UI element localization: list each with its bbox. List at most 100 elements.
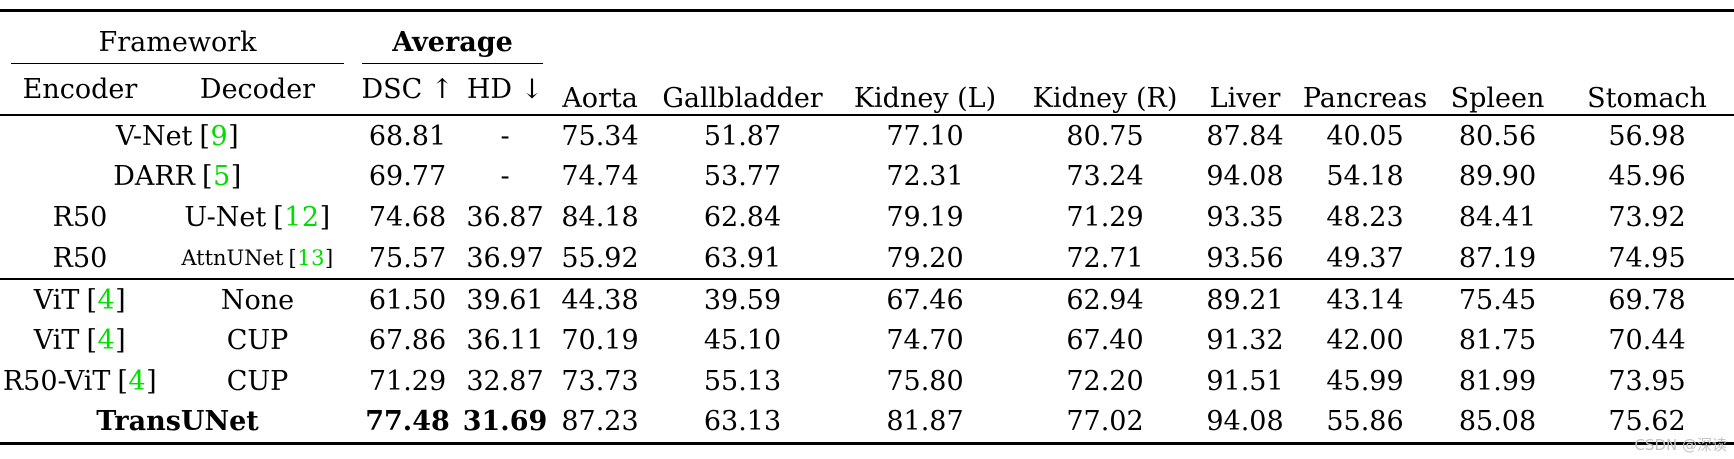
organ-value-kidney-r: 72.20: [1066, 366, 1144, 397]
organ-value-aorta: 55.92: [561, 242, 639, 274]
citation-number[interactable]: 12: [284, 202, 320, 233]
decoder-cell: CUP: [226, 366, 289, 397]
encoder-cell: ViT [4]: [0, 320, 160, 361]
organ-value-aorta: 75.34: [561, 120, 639, 152]
organ-value-gallbladder: 51.87: [703, 120, 782, 152]
organ-value-aorta: 84.18: [561, 202, 639, 233]
hd-value: 39.61: [466, 284, 544, 316]
framework-group-label: Framework: [98, 27, 257, 58]
encoder-cell: ViT [4]: [0, 279, 160, 320]
hd-value: 32.87: [466, 366, 544, 397]
organ-value-pancreas: 43.14: [1326, 284, 1404, 316]
organ-value-aorta: 73.73: [561, 366, 639, 397]
organ-value-spleen: 75.45: [1458, 284, 1537, 316]
vit-methods-group: ViT [4] None 61.50 39.61 44.38 39.59 67.4…: [0, 279, 1734, 443]
method-cell: V-Net [9]: [0, 115, 355, 156]
citation-number[interactable]: 9: [210, 120, 229, 152]
organ-value-liver: 94.08: [1206, 406, 1284, 438]
organ-value-stomach: 74.95: [1608, 242, 1686, 274]
organ-value-gallbladder: 63.91: [703, 242, 782, 274]
organ-value-spleen: 89.90: [1458, 161, 1537, 192]
organ-value-kidney-l: 79.20: [886, 242, 964, 274]
table-row-r50-unet: R50 U-Net [12] 74.68 36.87 84.18 62.84 79…: [0, 197, 1734, 238]
organ-value-kidney-r: 62.94: [1066, 284, 1144, 316]
dsc-value: 75.57: [368, 242, 447, 274]
encoder-cell: R50-ViT [4]: [0, 361, 160, 402]
organ-value-stomach: 70.44: [1608, 325, 1686, 356]
organ-value-kidney-l: 77.10: [886, 120, 964, 152]
encoder-name: ViT: [33, 325, 80, 356]
citation-link[interactable]: [13]: [288, 246, 334, 270]
organ-value-gallbladder: 55.13: [703, 366, 782, 397]
organ-value-gallbladder: 62.84: [703, 202, 782, 233]
method-cell: TransUNet: [96, 406, 259, 438]
organ-value-stomach: 56.98: [1608, 120, 1686, 152]
organ-value-liver: 93.56: [1206, 242, 1284, 274]
decoder-name: AttnUNet: [181, 246, 284, 270]
encoder-name: R50-ViT: [2, 366, 111, 397]
csdn-watermark: CSDN @深读: [1634, 436, 1727, 454]
encoder-name: ViT: [33, 284, 80, 316]
citation-number[interactable]: 4: [97, 284, 116, 316]
organ-value-spleen: 85.08: [1458, 406, 1537, 438]
col-header-stomach: Stomach: [1587, 83, 1707, 114]
header-row-columns: Encoder Decoder DSC ↑ HD ↓: [0, 64, 1734, 115]
organ-value-kidney-l: 72.31: [886, 161, 964, 192]
table-row-vit-none: ViT [4] None 61.50 39.61 44.38 39.59 67.4…: [0, 279, 1734, 320]
dsc-value: 71.29: [368, 366, 447, 397]
organ-value-kidney-r: 67.40: [1066, 325, 1144, 356]
organ-value-aorta: 44.38: [561, 284, 639, 316]
citation-link[interactable]: [4]: [86, 284, 127, 316]
citation-link[interactable]: [4]: [117, 366, 158, 397]
hd-value: -: [500, 120, 510, 152]
col-header-spleen: Spleen: [1450, 83, 1545, 114]
organ-value-gallbladder: 45.10: [703, 325, 782, 356]
results-table: Framework Average Aorta Gallbladder Kidn…: [0, 9, 1734, 445]
method-name: V-Net: [115, 120, 193, 152]
hd-value: -: [500, 161, 510, 192]
organ-value-kidney-r: 72.71: [1066, 242, 1144, 274]
organ-value-spleen: 80.56: [1458, 120, 1537, 152]
decoder-cell: CUP: [226, 325, 289, 356]
decoder-name: U-Net: [184, 202, 267, 233]
results-table-container: Framework Average Aorta Gallbladder Kidn…: [0, 9, 1734, 445]
average-group-label: Average: [392, 27, 513, 58]
col-header-hd: HD ↓: [466, 73, 544, 105]
citation-link[interactable]: [5]: [202, 161, 242, 192]
table-header: Framework Average Aorta Gallbladder Kidn…: [0, 11, 1734, 115]
col-header-aorta: Aorta: [562, 83, 638, 114]
citation-number[interactable]: 4: [128, 366, 147, 397]
citation-link[interactable]: [12]: [273, 202, 331, 233]
col-group-framework: Framework: [0, 11, 355, 64]
col-header-kidney-r: Kidney (R): [1032, 83, 1178, 114]
organ-value-spleen: 87.19: [1458, 242, 1537, 274]
baseline-methods-group: V-Net [9] 68.81 - 75.34 51.87 77.10 80.75…: [0, 115, 1734, 279]
col-header-encoder: Encoder: [22, 73, 138, 105]
dsc-value: 67.86: [368, 325, 447, 356]
table-row-vit-cup: ViT [4] CUP 67.86 36.11 70.19 45.10 74.70…: [0, 320, 1734, 361]
method-name: DARR: [113, 161, 196, 192]
organ-value-kidney-l: 75.80: [886, 366, 964, 397]
organ-value-aorta: 70.19: [561, 325, 639, 356]
organ-value-stomach: 75.62: [1608, 406, 1686, 438]
organ-value-kidney-l: 67.46: [886, 284, 964, 316]
organ-value-liver: 91.32: [1206, 325, 1284, 356]
organ-value-gallbladder: 39.59: [703, 284, 782, 316]
citation-number[interactable]: 13: [297, 246, 325, 270]
citation-link[interactable]: [4]: [86, 325, 127, 356]
citation-number[interactable]: 4: [97, 325, 116, 356]
dsc-value: 68.81: [368, 120, 447, 152]
hd-value: 36.97: [466, 242, 544, 274]
col-group-average: Average: [355, 11, 550, 64]
table-row-vnet: V-Net [9] 68.81 - 75.34 51.87 77.10 80.75…: [0, 115, 1734, 156]
organ-value-kidney-r: 80.75: [1066, 120, 1144, 152]
organ-value-pancreas: 42.00: [1326, 325, 1404, 356]
citation-link[interactable]: [9]: [199, 120, 240, 152]
organ-value-stomach: 45.96: [1608, 161, 1686, 192]
organ-value-kidney-l: 81.87: [886, 406, 964, 438]
organ-value-gallbladder: 63.13: [703, 406, 782, 438]
encoder-cell: R50: [52, 242, 108, 274]
organ-value-stomach: 73.92: [1608, 202, 1686, 233]
hd-value: 36.87: [466, 202, 544, 233]
citation-number[interactable]: 5: [213, 161, 231, 192]
